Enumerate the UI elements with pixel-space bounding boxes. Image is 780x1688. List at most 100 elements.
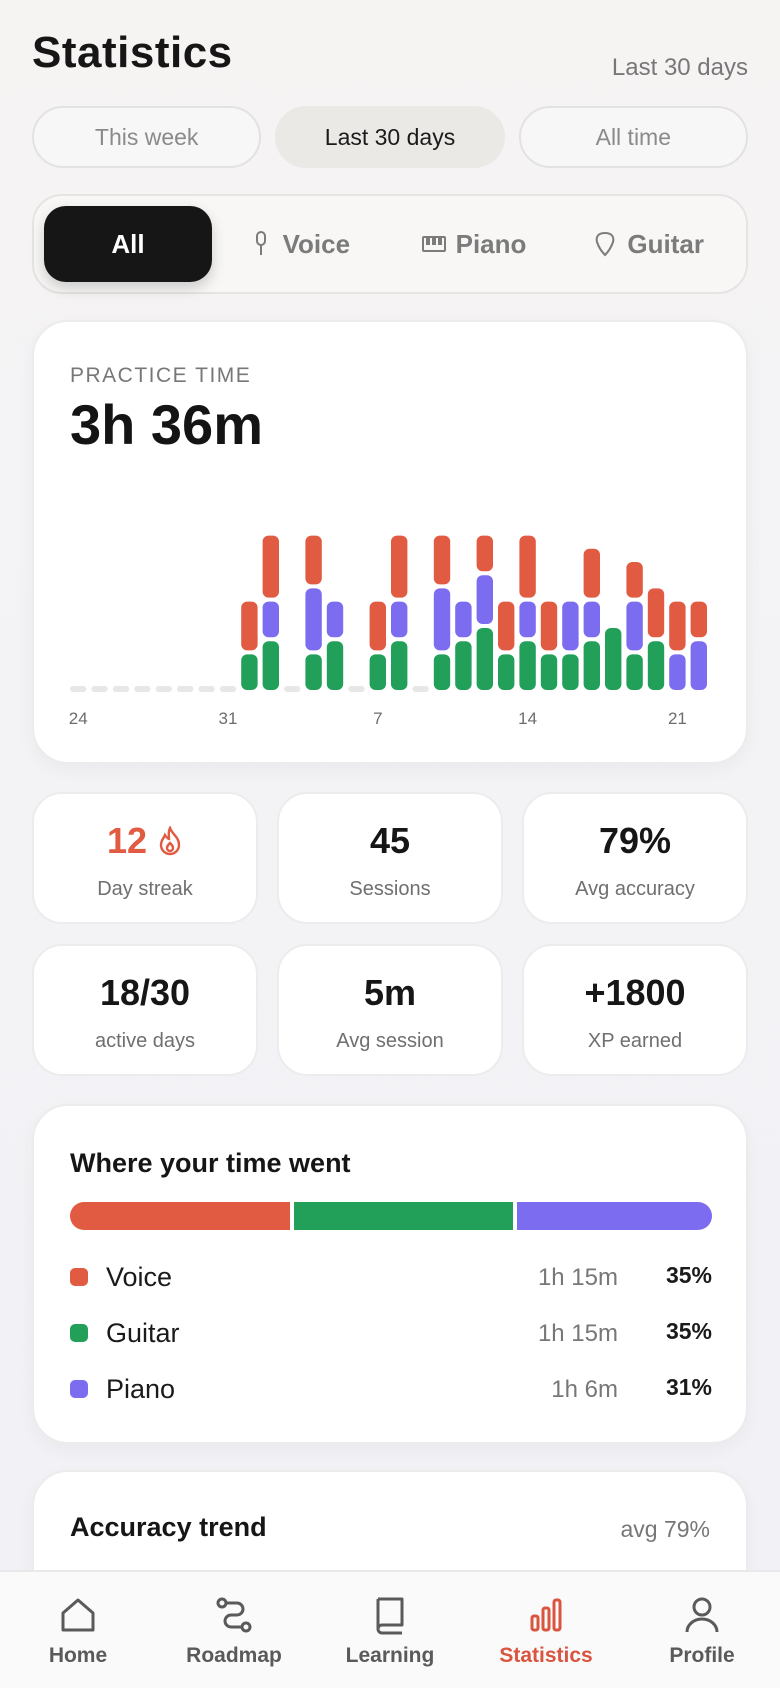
route-icon xyxy=(216,1597,252,1633)
share-segment-piano xyxy=(517,1202,712,1230)
filter-guitar-label: Guitar xyxy=(627,228,704,259)
bar-empty-day xyxy=(112,686,130,692)
bar-segment-voice xyxy=(241,601,258,651)
guitar-color-dot xyxy=(70,1324,88,1342)
legend-name: Guitar xyxy=(106,1318,180,1348)
bar-segment-guitar xyxy=(241,654,258,690)
share-segment-guitar xyxy=(293,1202,514,1230)
filter-all[interactable]: All xyxy=(44,206,212,282)
bar-segment-voice xyxy=(498,601,515,651)
nav-profile[interactable]: Profile xyxy=(624,1572,780,1688)
bar-segment-guitar xyxy=(391,641,408,690)
sessions-label: Sessions xyxy=(349,878,431,900)
bar-segment-guitar xyxy=(262,641,279,690)
nav-home[interactable]: Home xyxy=(0,1572,156,1688)
bar-segment-piano xyxy=(476,575,493,624)
active-days-label: active days xyxy=(94,1030,196,1052)
bar-empty-day xyxy=(91,686,108,692)
day-streak-value: 12 xyxy=(106,820,148,861)
bar-segment-piano xyxy=(305,588,322,651)
legend-row-voice: Voice 1h 15m 35% xyxy=(70,1258,712,1298)
legend-row-piano: Piano 1h 6m 31% xyxy=(70,1370,712,1410)
bar-segment-voice xyxy=(369,601,386,651)
bar-segment-piano xyxy=(391,601,408,638)
x-tick-label: 7 xyxy=(373,709,382,728)
bar-segment-voice xyxy=(626,562,643,598)
bar-segment-voice xyxy=(391,535,408,598)
bar-segment-piano xyxy=(455,601,472,638)
nav-learning[interactable]: Learning xyxy=(312,1572,468,1688)
bar-segment-guitar xyxy=(519,641,536,690)
filter-voice-label: Voice xyxy=(282,228,351,259)
bar-segment-piano xyxy=(326,601,344,638)
bar-empty-day xyxy=(219,686,237,692)
filter-guitar[interactable]: Guitar xyxy=(561,206,736,282)
bar-segment-guitar xyxy=(498,654,515,690)
accuracy-trend-title: Accuracy trend xyxy=(70,1512,267,1542)
bar-segment-piano xyxy=(669,654,686,690)
legend-time: 1h 15m xyxy=(537,1264,618,1291)
range-this-week[interactable]: This week xyxy=(32,106,262,168)
x-tick-label: 21 xyxy=(668,709,687,728)
stat-day-streak: 12 Day streak xyxy=(32,792,258,924)
x-tick-label: 24 xyxy=(69,709,88,728)
legend-percent: 31% xyxy=(665,1374,712,1400)
legend-row-guitar: Guitar 1h 15m 35% xyxy=(70,1314,712,1354)
bar-segment-guitar xyxy=(476,628,493,690)
bar-segment-guitar xyxy=(583,641,600,690)
legend-name: Piano xyxy=(106,1374,176,1404)
bottom-nav: Home Roadmap Learning Statistics Profile xyxy=(0,1570,780,1688)
nav-statistics[interactable]: Statistics xyxy=(468,1572,624,1688)
bar-segment-voice xyxy=(305,535,322,585)
stat-active-days: 18/30 active days xyxy=(32,944,258,1076)
home-icon xyxy=(61,1598,95,1632)
bar-segment-voice xyxy=(519,535,536,598)
stat-avg-accuracy: 79% Avg accuracy xyxy=(522,792,748,924)
practice-time-value: 3h 36m xyxy=(70,393,263,456)
bar-segment-guitar xyxy=(455,641,472,690)
share-segment-voice xyxy=(70,1202,290,1230)
xp-earned-value: +1800 xyxy=(584,972,686,1013)
range-last-30-days[interactable]: Last 30 days xyxy=(275,106,505,168)
filter-piano[interactable]: Piano xyxy=(387,206,562,282)
bar-empty-day xyxy=(134,686,151,692)
practice-time-card: PRACTICE TIME 3h 36m 24 31 7 14 21 xyxy=(32,320,748,764)
flame-icon xyxy=(159,826,181,856)
time-split-title: Where your time went xyxy=(70,1148,351,1178)
bar-chart-icon xyxy=(530,1598,562,1632)
time-share-bar xyxy=(70,1202,712,1230)
guitar-pick-icon xyxy=(596,231,615,257)
voice-color-dot xyxy=(70,1268,88,1286)
microphone-icon xyxy=(255,231,266,255)
bar-empty-day xyxy=(155,686,172,692)
legend-time: 1h 15m xyxy=(537,1320,618,1347)
bar-segment-guitar xyxy=(433,654,451,690)
header: Statistics Last 30 days xyxy=(32,28,748,88)
nav-learning-label: Learning xyxy=(345,1644,435,1667)
bar-segment-piano xyxy=(562,601,579,651)
avg-session-label: Avg session xyxy=(336,1030,444,1052)
filter-voice[interactable]: Voice xyxy=(212,206,387,282)
nav-home-label: Home xyxy=(48,1644,108,1667)
bar-segment-piano xyxy=(583,601,600,638)
bar-segment-voice xyxy=(647,588,665,638)
range-selector: This week Last 30 days All time xyxy=(32,106,748,168)
stat-avg-session: 5m Avg session xyxy=(277,944,503,1076)
nav-roadmap-label: Roadmap xyxy=(186,1644,282,1667)
legend-percent: 35% xyxy=(665,1262,712,1288)
bar-segment-guitar xyxy=(605,628,622,690)
range-all-time[interactable]: All time xyxy=(518,106,748,168)
bar-segment-guitar xyxy=(369,654,386,690)
active-days-value: 18/30 xyxy=(99,972,191,1013)
day-streak-label: Day streak xyxy=(97,878,193,900)
bar-segment-voice xyxy=(262,535,279,598)
bar-segment-voice xyxy=(476,535,493,572)
instrument-filter: All Voice Piano Guitar xyxy=(32,194,748,294)
piano-icon xyxy=(421,236,446,252)
bar-empty-day xyxy=(284,686,301,692)
x-tick-label: 14 xyxy=(518,709,537,728)
bar-segment-guitar xyxy=(305,654,322,690)
sessions-value: 45 xyxy=(369,820,411,861)
nav-roadmap[interactable]: Roadmap xyxy=(156,1572,312,1688)
xp-earned-label: XP earned xyxy=(587,1030,683,1052)
